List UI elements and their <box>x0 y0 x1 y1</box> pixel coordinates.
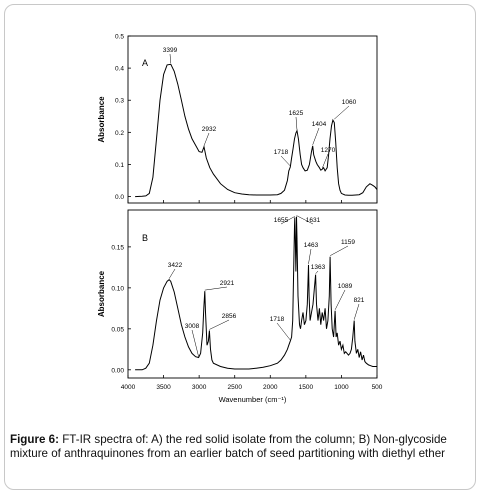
peak-label: 1089 <box>338 283 353 290</box>
peak-label: 1404 <box>312 121 327 128</box>
peak-leader <box>312 127 320 145</box>
spectrum-line <box>135 63 378 198</box>
peak-leader <box>353 303 360 320</box>
peak-label: 2921 <box>220 280 235 287</box>
x-tick-label: 3500 <box>156 384 171 391</box>
peak-label: 1655 <box>274 217 289 224</box>
panel-a: 0.0 0.1 0.2 0.3 0.4 0.5 Absorbance A 3399 2932 162… <box>97 34 378 204</box>
peak-label: 2856 <box>222 313 237 320</box>
peak-leader <box>276 322 291 341</box>
panel-label: A <box>142 58 148 68</box>
peak-leader <box>295 116 298 130</box>
panel-b: 0.00 0.05 0.10 0.15 4000 3500 3000 2500 2000 1500… <box>97 209 383 404</box>
peak-label: 1718 <box>274 149 289 156</box>
peak-label: 1718 <box>270 316 285 323</box>
y-tick-label: 0.15 <box>111 244 124 251</box>
peak-leader <box>280 155 291 167</box>
peak-label: 3008 <box>185 323 200 330</box>
y-axis-label: Absorbance <box>97 96 106 143</box>
caption-label: Figure 6: <box>10 433 59 446</box>
x-tick-label: 500 <box>372 384 383 391</box>
peak-leader <box>203 132 210 146</box>
peak-label: 1270 <box>321 147 336 154</box>
peak-label: 1159 <box>341 239 355 246</box>
peak-label: 1463 <box>304 242 319 249</box>
peak-leader <box>209 319 230 330</box>
x-tick-label: 3000 <box>192 384 207 391</box>
figure-card <box>4 4 476 490</box>
peak-leader <box>321 153 329 169</box>
plot-frame <box>127 209 378 379</box>
peak-label: 3422 <box>168 262 183 269</box>
y-tick-label: 0.05 <box>111 326 124 333</box>
peak-leader <box>296 215 314 225</box>
peak-leader <box>204 286 228 291</box>
caption-text: FT-IR spectra of: A) the red solid isola… <box>10 433 447 460</box>
y-tick-label: 0.1 <box>115 162 124 169</box>
panel-label: B <box>142 233 148 243</box>
peak-leader <box>168 268 176 279</box>
peak-leader <box>191 329 199 357</box>
peak-label: 3399 <box>163 47 178 54</box>
spectrum-line <box>135 216 377 371</box>
y-tick-label: 0.2 <box>115 130 124 137</box>
peak-label: 1625 <box>289 110 304 117</box>
peak-leader <box>315 270 319 274</box>
peak-leader <box>334 289 346 310</box>
x-tick-label: 1500 <box>299 384 314 391</box>
peak-leader <box>280 216 295 225</box>
x-axis-label: Wavenumber (cm⁻¹) <box>219 395 287 404</box>
y-tick-label: 0.10 <box>111 285 124 292</box>
peak-leader <box>334 105 350 120</box>
figure-caption: Figure 6: FT-IR spectra of: A) the red s… <box>10 433 468 461</box>
peak-leader <box>308 248 312 264</box>
peak-label: 2932 <box>202 126 217 133</box>
peak-leader <box>169 53 172 64</box>
y-tick-label: 0.5 <box>115 34 124 41</box>
x-tick-label: 2500 <box>227 384 242 391</box>
y-tick-label: 0.0 <box>115 194 124 201</box>
peak-leader <box>329 245 349 256</box>
peak-label: 821 <box>354 297 365 304</box>
peak-label: 1060 <box>342 99 357 106</box>
peak-label: 1631 <box>306 217 321 224</box>
y-tick-label: 0.3 <box>115 98 124 105</box>
x-tick-label: 1000 <box>334 384 349 391</box>
y-tick-label: 0.00 <box>111 367 124 374</box>
peak-label: 1363 <box>311 264 326 271</box>
y-axis-label: Absorbance <box>97 270 106 317</box>
plot-frame <box>127 35 378 204</box>
x-tick-label: 4000 <box>121 384 136 391</box>
x-tick-label: 2000 <box>263 384 278 391</box>
y-tick-label: 0.4 <box>115 66 124 73</box>
